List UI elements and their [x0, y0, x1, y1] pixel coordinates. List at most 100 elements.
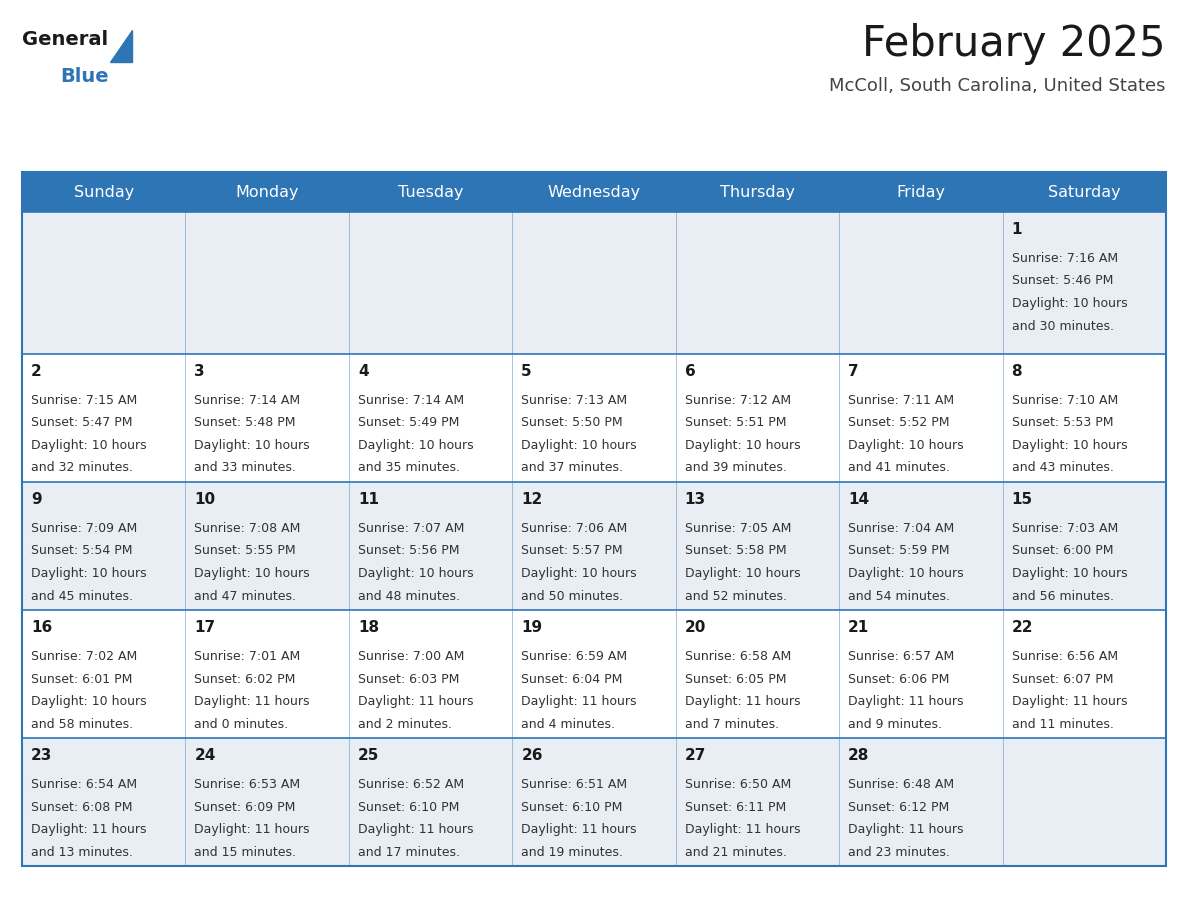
Text: February 2025: February 2025: [862, 23, 1165, 65]
Text: Daylight: 10 hours: Daylight: 10 hours: [31, 695, 146, 708]
Text: 10: 10: [195, 492, 215, 507]
Text: Sunset: 5:48 PM: Sunset: 5:48 PM: [195, 417, 296, 430]
Text: Friday: Friday: [897, 185, 946, 199]
Text: Sunrise: 7:16 AM: Sunrise: 7:16 AM: [1011, 252, 1118, 265]
Text: Sunset: 5:59 PM: Sunset: 5:59 PM: [848, 544, 949, 557]
Text: Sunrise: 6:53 AM: Sunrise: 6:53 AM: [195, 778, 301, 791]
Text: and 35 minutes.: and 35 minutes.: [358, 462, 460, 475]
Text: Sunset: 6:10 PM: Sunset: 6:10 PM: [522, 800, 623, 813]
Text: Sunrise: 7:07 AM: Sunrise: 7:07 AM: [358, 522, 465, 535]
Text: and 17 minutes.: and 17 minutes.: [358, 845, 460, 858]
Text: Daylight: 11 hours: Daylight: 11 hours: [358, 823, 473, 836]
Text: Daylight: 10 hours: Daylight: 10 hours: [1011, 567, 1127, 580]
Text: McColl, South Carolina, United States: McColl, South Carolina, United States: [829, 77, 1165, 95]
Text: 4: 4: [358, 364, 368, 379]
Text: 11: 11: [358, 492, 379, 507]
Bar: [23, 738, 1165, 866]
Text: Daylight: 11 hours: Daylight: 11 hours: [684, 823, 801, 836]
Text: Daylight: 10 hours: Daylight: 10 hours: [195, 567, 310, 580]
Text: 3: 3: [195, 364, 206, 379]
Text: Sunrise: 7:11 AM: Sunrise: 7:11 AM: [848, 394, 954, 407]
Text: Daylight: 10 hours: Daylight: 10 hours: [358, 439, 474, 452]
Text: Sunset: 6:09 PM: Sunset: 6:09 PM: [195, 800, 296, 813]
Text: Sunrise: 7:13 AM: Sunrise: 7:13 AM: [522, 394, 627, 407]
Text: Sunrise: 7:06 AM: Sunrise: 7:06 AM: [522, 522, 627, 535]
Text: Daylight: 10 hours: Daylight: 10 hours: [848, 567, 963, 580]
Text: Sunrise: 7:04 AM: Sunrise: 7:04 AM: [848, 522, 954, 535]
Text: Sunrise: 7:03 AM: Sunrise: 7:03 AM: [1011, 522, 1118, 535]
Text: Daylight: 11 hours: Daylight: 11 hours: [684, 695, 801, 708]
Text: 7: 7: [848, 364, 859, 379]
Text: 21: 21: [848, 620, 870, 635]
Text: Sunset: 6:11 PM: Sunset: 6:11 PM: [684, 800, 786, 813]
Text: Sunrise: 7:00 AM: Sunrise: 7:00 AM: [358, 650, 465, 663]
Text: Sunrise: 6:57 AM: Sunrise: 6:57 AM: [848, 650, 954, 663]
Bar: [23, 482, 1165, 610]
Text: Sunrise: 7:05 AM: Sunrise: 7:05 AM: [684, 522, 791, 535]
Text: Sunset: 6:00 PM: Sunset: 6:00 PM: [1011, 544, 1113, 557]
Text: Sunrise: 6:54 AM: Sunrise: 6:54 AM: [31, 778, 137, 791]
Text: 16: 16: [31, 620, 52, 635]
Text: 23: 23: [31, 748, 52, 763]
Text: and 33 minutes.: and 33 minutes.: [195, 462, 296, 475]
Text: Sunset: 6:03 PM: Sunset: 6:03 PM: [358, 673, 460, 686]
Text: 22: 22: [1011, 620, 1034, 635]
Text: Daylight: 11 hours: Daylight: 11 hours: [358, 695, 473, 708]
Text: Sunrise: 7:14 AM: Sunrise: 7:14 AM: [195, 394, 301, 407]
Text: and 56 minutes.: and 56 minutes.: [1011, 589, 1113, 602]
Text: 13: 13: [684, 492, 706, 507]
Text: 25: 25: [358, 748, 379, 763]
Text: 19: 19: [522, 620, 543, 635]
Text: and 21 minutes.: and 21 minutes.: [684, 845, 786, 858]
Text: Daylight: 11 hours: Daylight: 11 hours: [848, 823, 963, 836]
Text: 6: 6: [684, 364, 695, 379]
Text: 9: 9: [31, 492, 42, 507]
Text: Daylight: 10 hours: Daylight: 10 hours: [31, 567, 146, 580]
Text: 20: 20: [684, 620, 706, 635]
Text: 26: 26: [522, 748, 543, 763]
Text: and 39 minutes.: and 39 minutes.: [684, 462, 786, 475]
Text: Sunrise: 6:59 AM: Sunrise: 6:59 AM: [522, 650, 627, 663]
Text: Sunset: 5:47 PM: Sunset: 5:47 PM: [31, 417, 133, 430]
Text: Sunset: 5:54 PM: Sunset: 5:54 PM: [31, 544, 133, 557]
Text: Daylight: 10 hours: Daylight: 10 hours: [684, 567, 801, 580]
Text: and 50 minutes.: and 50 minutes.: [522, 589, 624, 602]
Text: Sunset: 5:51 PM: Sunset: 5:51 PM: [684, 417, 786, 430]
Text: Sunset: 6:06 PM: Sunset: 6:06 PM: [848, 673, 949, 686]
Text: and 23 minutes.: and 23 minutes.: [848, 845, 950, 858]
Text: Sunset: 6:08 PM: Sunset: 6:08 PM: [31, 800, 133, 813]
Text: and 15 minutes.: and 15 minutes.: [195, 845, 297, 858]
Text: Sunrise: 6:52 AM: Sunrise: 6:52 AM: [358, 778, 465, 791]
Text: Sunrise: 7:15 AM: Sunrise: 7:15 AM: [31, 394, 138, 407]
Text: Daylight: 11 hours: Daylight: 11 hours: [195, 823, 310, 836]
Polygon shape: [110, 30, 132, 62]
Text: and 30 minutes.: and 30 minutes.: [1011, 319, 1113, 332]
Text: and 37 minutes.: and 37 minutes.: [522, 462, 624, 475]
Text: Daylight: 10 hours: Daylight: 10 hours: [1011, 439, 1127, 452]
Text: Wednesday: Wednesday: [548, 185, 640, 199]
Text: Sunset: 6:04 PM: Sunset: 6:04 PM: [522, 673, 623, 686]
Text: Daylight: 11 hours: Daylight: 11 hours: [31, 823, 146, 836]
Text: and 7 minutes.: and 7 minutes.: [684, 718, 779, 731]
Text: 2: 2: [31, 364, 42, 379]
Text: Sunrise: 6:58 AM: Sunrise: 6:58 AM: [684, 650, 791, 663]
Text: and 9 minutes.: and 9 minutes.: [848, 718, 942, 731]
Text: Daylight: 10 hours: Daylight: 10 hours: [195, 439, 310, 452]
Text: and 54 minutes.: and 54 minutes.: [848, 589, 950, 602]
Text: Sunset: 5:58 PM: Sunset: 5:58 PM: [684, 544, 786, 557]
Text: Saturday: Saturday: [1048, 185, 1120, 199]
Text: Sunset: 5:46 PM: Sunset: 5:46 PM: [1011, 274, 1113, 287]
Text: 24: 24: [195, 748, 216, 763]
Text: Sunset: 5:57 PM: Sunset: 5:57 PM: [522, 544, 623, 557]
Text: Daylight: 11 hours: Daylight: 11 hours: [848, 695, 963, 708]
Text: Thursday: Thursday: [720, 185, 795, 199]
Text: Sunrise: 7:09 AM: Sunrise: 7:09 AM: [31, 522, 138, 535]
Text: 18: 18: [358, 620, 379, 635]
Text: Sunrise: 7:02 AM: Sunrise: 7:02 AM: [31, 650, 138, 663]
Text: Daylight: 10 hours: Daylight: 10 hours: [31, 439, 146, 452]
Text: and 58 minutes.: and 58 minutes.: [31, 718, 133, 731]
Text: Sunset: 5:49 PM: Sunset: 5:49 PM: [358, 417, 460, 430]
Text: 12: 12: [522, 492, 543, 507]
Text: and 4 minutes.: and 4 minutes.: [522, 718, 615, 731]
Text: Sunday: Sunday: [74, 185, 134, 199]
